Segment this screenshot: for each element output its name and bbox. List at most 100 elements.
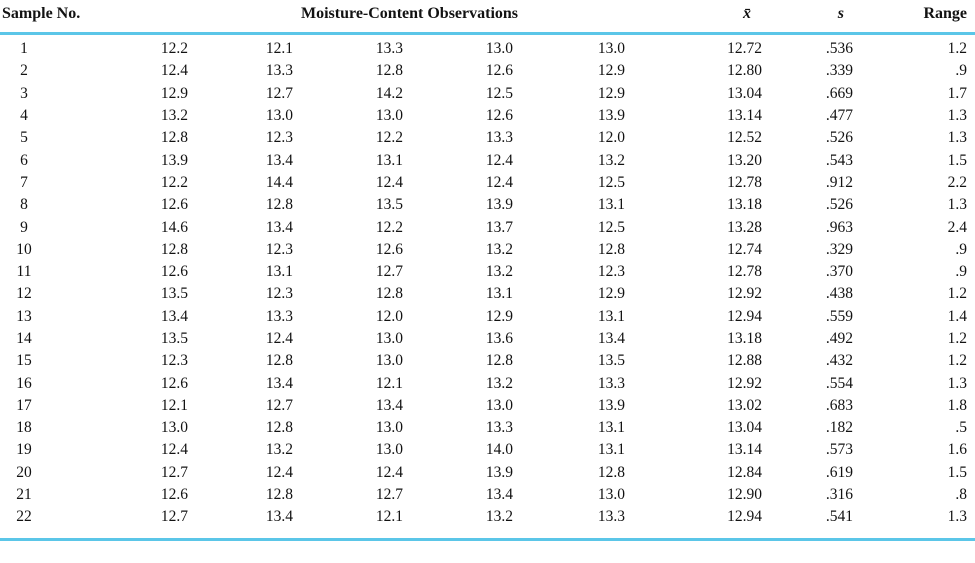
range-cell: 1.2 [947, 352, 968, 370]
obs-cell: 12.8 [160, 129, 188, 147]
stddev-cell: .182 [825, 419, 854, 437]
obs-cell: 13.2 [485, 263, 513, 281]
obs-cell: 12.6 [485, 62, 513, 80]
obs-cell: 13.9 [597, 107, 626, 125]
sample-no-cell: 6 [20, 151, 28, 169]
obs-cell: 14.0 [485, 441, 513, 459]
obs-cell: 12.2 [160, 40, 188, 58]
obs-cell: 12.8 [597, 463, 626, 481]
obs-cell: 12.6 [160, 486, 188, 504]
obs-cell: 12.6 [485, 107, 513, 125]
obs-cell: 13.0 [375, 107, 403, 125]
range-cell: .8 [955, 486, 968, 504]
obs-cell: 13.0 [597, 40, 626, 58]
table-row: 10 12.8 12.3 12.6 13.2 12.8 12.74 .329 .9 [0, 239, 975, 261]
range-cell: 1.7 [947, 84, 968, 102]
obs-cell: 13.0 [375, 419, 403, 437]
obs-cell: 12.2 [375, 129, 403, 147]
obs-cell: 12.6 [160, 196, 188, 214]
table-row: 17 12.1 12.7 13.4 13.0 13.9 13.02 .683 1.8 [0, 395, 975, 417]
sample-no-cell: 8 [20, 196, 28, 214]
table-row: 18 13.0 12.8 13.0 13.3 13.1 13.04 .182 .5 [0, 417, 975, 439]
stddev-cell: .432 [825, 352, 854, 370]
table-row: 14 13.5 12.4 13.0 13.6 13.4 13.18 .492 1.2 [0, 328, 975, 350]
sample-no-cell: 12 [16, 285, 32, 303]
obs-cell: 12.2 [375, 218, 403, 236]
mean-cell: 12.94 [727, 307, 763, 325]
obs-cell: 12.3 [265, 129, 293, 147]
range-cell: 1.2 [947, 40, 968, 58]
sample-no-cell: 22 [16, 508, 32, 526]
obs-cell: 12.4 [160, 441, 188, 459]
table-row: 3 12.9 12.7 14.2 12.5 12.9 13.04 .669 1.7 [0, 83, 975, 105]
obs-cell: 12.7 [375, 263, 403, 281]
table-row: 13 13.4 13.3 12.0 12.9 13.1 12.94 .559 1.4 [0, 306, 975, 328]
mean-cell: 12.78 [727, 173, 763, 191]
table-row: 12 13.5 12.3 12.8 13.1 12.9 12.92 .438 1.2 [0, 283, 975, 305]
table-row: 2 12.4 13.3 12.8 12.6 12.9 12.80 .339 .9 [0, 60, 975, 82]
range-cell: 1.3 [947, 129, 968, 147]
obs-cell: 13.3 [265, 307, 293, 325]
obs-cell: 12.1 [160, 396, 188, 414]
sample-no-cell: 10 [16, 240, 32, 258]
header-range: Range [923, 5, 968, 22]
sample-no-cell: 1 [20, 40, 28, 58]
obs-cell: 12.6 [160, 374, 188, 392]
obs-cell: 12.4 [375, 173, 403, 191]
stddev-cell: .526 [825, 129, 854, 147]
obs-cell: 12.0 [597, 129, 626, 147]
mean-cell: 13.18 [727, 196, 763, 214]
obs-cell: 13.2 [597, 151, 626, 169]
stddev-cell: .683 [825, 396, 854, 414]
obs-cell: 12.8 [265, 196, 293, 214]
sample-no-cell: 14 [16, 330, 32, 347]
obs-cell: 13.2 [485, 240, 513, 258]
table-row: 5 12.8 12.3 12.2 13.3 12.0 12.52 .526 1.3 [0, 127, 975, 149]
mean-cell: 13.14 [727, 107, 763, 125]
sample-no-cell: 3 [20, 84, 28, 102]
range-cell: .9 [955, 263, 968, 281]
obs-cell: 12.8 [265, 419, 293, 437]
obs-cell: 12.4 [265, 463, 293, 481]
range-cell: 1.6 [947, 441, 968, 459]
sample-no-cell: 21 [16, 486, 32, 504]
obs-cell: 13.2 [160, 107, 188, 125]
obs-cell: 13.5 [160, 330, 188, 347]
range-cell: 1.5 [947, 151, 968, 169]
sample-no-cell: 11 [16, 263, 32, 281]
obs-cell: 12.8 [597, 240, 626, 258]
obs-cell: 14.4 [265, 173, 293, 191]
sample-no-cell: 17 [16, 396, 32, 414]
obs-cell: 13.3 [485, 129, 513, 147]
obs-cell: 12.5 [597, 173, 626, 191]
obs-cell: 13.1 [597, 196, 626, 214]
sample-no-cell: 9 [20, 218, 28, 236]
obs-cell: 13.1 [597, 307, 626, 325]
obs-cell: 12.8 [375, 62, 403, 80]
obs-cell: 12.8 [265, 486, 293, 504]
obs-cell: 13.6 [485, 330, 513, 347]
stddev-cell: .536 [825, 40, 854, 58]
header-stddev: s [837, 5, 845, 22]
obs-cell: 13.3 [597, 374, 626, 392]
sample-no-cell: 18 [16, 419, 32, 437]
obs-cell: 13.0 [375, 330, 403, 347]
obs-cell: 13.4 [265, 374, 293, 392]
obs-cell: 13.3 [485, 419, 513, 437]
stddev-cell: .541 [825, 508, 854, 526]
obs-cell: 13.1 [265, 263, 293, 281]
range-cell: 1.8 [947, 396, 968, 414]
range-cell: 1.2 [947, 330, 968, 347]
obs-cell: 13.3 [597, 508, 626, 526]
mean-cell: 13.02 [727, 396, 763, 414]
table-row: 16 12.6 13.4 12.1 13.2 13.3 12.92 .554 1.3 [0, 372, 975, 394]
obs-cell: 13.1 [597, 419, 626, 437]
obs-cell: 12.5 [597, 218, 626, 236]
obs-cell: 12.7 [375, 486, 403, 504]
obs-cell: 12.8 [485, 352, 513, 370]
obs-cell: 14.6 [160, 218, 188, 236]
obs-cell: 13.0 [265, 107, 293, 125]
header-sample-no: Sample No. [2, 5, 81, 22]
sample-no-cell: 16 [16, 374, 32, 392]
table-row: 11 12.6 13.1 12.7 13.2 12.3 12.78 .370 .9 [0, 261, 975, 283]
